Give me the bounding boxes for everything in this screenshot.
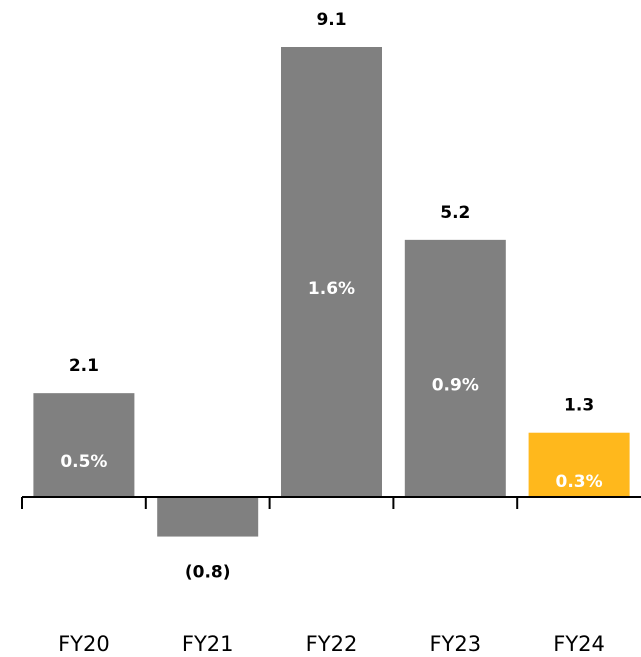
x-tick-label-fy23: FY23 bbox=[429, 632, 481, 656]
percent-label-fy23: 0.9% bbox=[432, 375, 479, 395]
percent-label-fy22: 1.6% bbox=[308, 279, 355, 299]
x-tick-label-fy22: FY22 bbox=[306, 632, 358, 656]
percent-label-fy24: 0.3% bbox=[556, 472, 603, 492]
bar-fy21 bbox=[157, 497, 259, 537]
bars-layer bbox=[33, 47, 630, 537]
bar-fy24 bbox=[528, 432, 630, 497]
x-tick-label-fy24: FY24 bbox=[553, 632, 605, 656]
data-labels-layer: 2.1 0.5% (0.8) 9.1 1.6% 5.2 0.9% 1.3 0.3% bbox=[60, 10, 602, 583]
value-label-fy22: 9.1 bbox=[316, 10, 346, 30]
x-axis bbox=[21, 496, 641, 509]
value-label-fy21: (0.8) bbox=[185, 563, 231, 583]
bar-fy20 bbox=[33, 393, 135, 497]
value-label-fy20: 2.1 bbox=[69, 356, 99, 376]
bar-fy22 bbox=[281, 47, 382, 497]
x-tick-label-fy21: FY21 bbox=[182, 632, 234, 656]
x-tick-label-fy20: FY20 bbox=[58, 632, 110, 656]
bar-fy23 bbox=[404, 239, 506, 497]
value-label-fy24: 1.3 bbox=[564, 396, 594, 416]
x-tick-labels-layer: FY20 FY21 FY22 FY23 FY24 bbox=[58, 632, 605, 656]
value-label-fy23: 5.2 bbox=[440, 203, 470, 223]
percent-label-fy20: 0.5% bbox=[60, 452, 107, 472]
